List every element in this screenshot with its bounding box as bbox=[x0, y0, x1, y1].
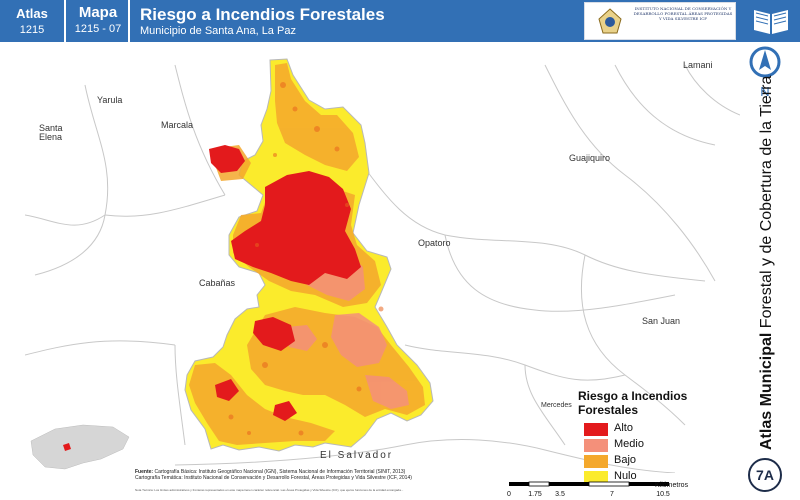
sources-line-1: Cartografía Básica: Instituto Geográfico… bbox=[154, 469, 406, 475]
locator-inset bbox=[30, 424, 130, 470]
scale-unit: Kilómetros bbox=[655, 482, 689, 489]
place-label: Lamani bbox=[683, 60, 713, 70]
scale-tick: 0 bbox=[507, 491, 511, 498]
place-label: Yarula bbox=[97, 95, 122, 105]
scale-tick: 7 bbox=[610, 491, 614, 498]
country-label: El Salvador bbox=[320, 450, 393, 461]
legend-swatch-nulo bbox=[584, 471, 608, 484]
legend-label: Nulo bbox=[614, 470, 637, 482]
place-label: Guajiquiro bbox=[569, 153, 610, 163]
honduras-seal-icon bbox=[598, 8, 622, 34]
legend-swatch-bajo bbox=[584, 455, 608, 468]
map-badge: 7A bbox=[748, 458, 782, 492]
vertical-title-bold: Atlas Municipal bbox=[758, 332, 775, 450]
atlas-number: 1215 bbox=[19, 24, 45, 36]
map-number: 1215 - 07 bbox=[74, 23, 122, 35]
north-arrow-icon: N bbox=[749, 46, 781, 99]
vertical-atlas-title: Atlas Municipal Forestal y de Cobertura … bbox=[758, 76, 788, 450]
legend-label: Medio bbox=[614, 438, 644, 450]
map-label: Mapa bbox=[78, 4, 118, 21]
place-label: Cabañas bbox=[199, 278, 236, 288]
header-bar: Atlas 1215 Mapa 1215 - 07 Riesgo a Incen… bbox=[0, 0, 742, 42]
scale-tick: 3.5 bbox=[555, 491, 565, 498]
legend-item: Bajo bbox=[584, 453, 748, 469]
legend-item: Alto bbox=[584, 421, 748, 437]
place-label: Marcala bbox=[161, 120, 193, 130]
sources-line-2: Cartografía Temática: Instituto Nacional… bbox=[135, 475, 412, 481]
sources-text: Fuente: Cartografía Básica: Instituto Ge… bbox=[135, 469, 495, 481]
page-title: Riesgo a Incendios Forestales bbox=[140, 5, 385, 24]
map-area[interactable]: Yarula Santa Elena Marcala Lamani Guajiq… bbox=[25, 45, 740, 473]
atlas-label: Atlas bbox=[16, 6, 48, 21]
place-label: Opatoro bbox=[418, 238, 451, 248]
place-label: Elena bbox=[39, 132, 62, 142]
legend-title: Riesgo a Incendios Forestales bbox=[578, 389, 688, 417]
legend-swatch-medio bbox=[584, 439, 608, 452]
open-book-icon bbox=[754, 10, 788, 34]
scale-tick: 1.75 bbox=[528, 491, 542, 498]
sources-label: Fuente: bbox=[135, 469, 154, 475]
atlas-box: Atlas 1215 bbox=[0, 0, 66, 42]
legend-item: Medio bbox=[584, 437, 748, 453]
technical-note: Nota Técnica: Los límites administrativo… bbox=[135, 488, 404, 492]
scale-tick: 10.5 bbox=[656, 491, 670, 498]
map-box: Mapa 1215 - 07 bbox=[68, 0, 130, 42]
legend-label: Bajo bbox=[614, 454, 637, 466]
map-legend: Riesgo a Incendios Forestales Alto Medio… bbox=[578, 389, 748, 485]
scale-bar: 0 1.75 3.5 7 10.5 Kilómetros bbox=[507, 481, 689, 498]
place-label: San Juan bbox=[642, 316, 680, 326]
vertical-title-rest: Forestal y de Cobertura de la Tierra bbox=[758, 75, 775, 333]
legend-label: Alto bbox=[614, 422, 633, 434]
north-label: N bbox=[760, 84, 769, 99]
place-label: Mercedes bbox=[541, 402, 572, 409]
logo-text: INSTITUTO NACIONAL DE CONSERVACIÓN Y DES… bbox=[633, 6, 733, 21]
place-label: Santa bbox=[39, 123, 63, 133]
institution-logos: INSTITUTO NACIONAL DE CONSERVACIÓN Y DES… bbox=[584, 2, 736, 40]
legend-swatch-alto bbox=[584, 423, 608, 436]
book-panel bbox=[742, 0, 800, 42]
page-subtitle: Municipio de Santa Ana, La Paz bbox=[140, 25, 296, 37]
legend-item: Nulo bbox=[584, 469, 748, 485]
